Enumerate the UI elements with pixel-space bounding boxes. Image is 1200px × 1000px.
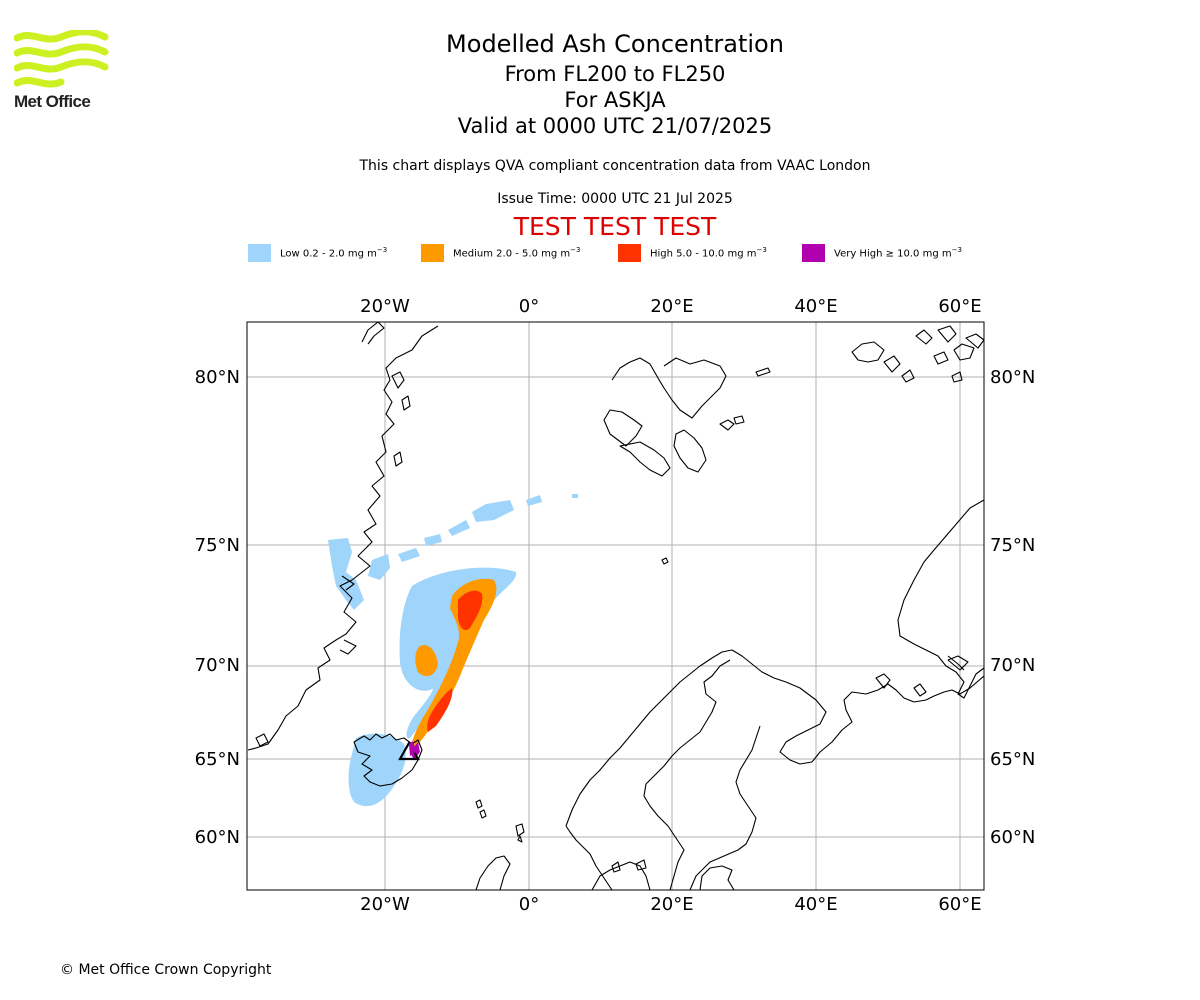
lon-tick-top-20w: 20°W xyxy=(360,296,410,317)
lon-tick-top-40e: 40°E xyxy=(794,296,837,317)
flight-level-range: From FL200 to FL250 xyxy=(504,62,726,86)
legend-low-swatch xyxy=(248,244,271,262)
met-office-logo: Met Office xyxy=(13,28,114,112)
lat-tick-right-80n: 80°N xyxy=(990,367,1035,388)
lat-tick-left-70n: 70°N xyxy=(195,655,240,676)
lon-tick-top-0: 0° xyxy=(519,296,539,317)
legend-very-high-label: Very High ≥ 10.0 mg m−3 xyxy=(834,246,962,260)
legend-very-high-swatch xyxy=(802,244,825,262)
coastlines xyxy=(247,322,984,890)
lon-tick-bottom-60e: 60°E xyxy=(938,894,981,915)
chart-title: Modelled Ash Concentration xyxy=(446,30,784,58)
volcano-name: For ASKJA xyxy=(564,88,666,112)
lat-tick-right-70n: 70°N xyxy=(990,655,1035,676)
lon-tick-bottom-20w: 20°W xyxy=(360,894,410,915)
volcano-marker xyxy=(398,740,420,761)
valid-time: Valid at 0000 UTC 21/07/2025 xyxy=(457,114,773,138)
chart-titles: Modelled Ash Concentration From FL200 to… xyxy=(315,28,915,139)
lat-tick-right-75n: 75°N xyxy=(990,535,1035,556)
issue-time: Issue Time: 0000 UTC 21 Jul 2025 xyxy=(497,191,733,207)
ash-medium-area xyxy=(410,578,497,752)
legend-medium-swatch xyxy=(421,244,444,262)
lat-tick-left-60n: 60°N xyxy=(195,827,240,848)
lat-tick-right-65n: 65°N xyxy=(990,749,1035,770)
lon-tick-top-20e: 20°E xyxy=(650,296,693,317)
legend-medium-label: Medium 2.0 - 5.0 mg m−3 xyxy=(453,246,581,260)
logo-waves-icon xyxy=(13,28,109,88)
legend-low-label: Low 0.2 - 2.0 mg m−3 xyxy=(280,246,388,260)
legend-high-label: High 5.0 - 10.0 mg m−3 xyxy=(650,246,767,260)
lon-tick-bottom-0: 0° xyxy=(519,894,539,915)
lon-tick-bottom-40e: 40°E xyxy=(794,894,837,915)
legend-high-swatch xyxy=(618,244,641,262)
lon-tick-bottom-20e: 20°E xyxy=(650,894,693,915)
lat-tick-left-65n: 65°N xyxy=(195,749,240,770)
lat-tick-left-75n: 75°N xyxy=(195,535,240,556)
lat-tick-right-60n: 60°N xyxy=(990,827,1035,848)
test-banner: TEST TEST TEST xyxy=(513,212,717,241)
ash-high-area xyxy=(427,590,483,732)
logo-wordmark: Met Office xyxy=(14,92,91,111)
map-frame xyxy=(246,321,985,891)
copyright-notice: © Met Office Crown Copyright xyxy=(60,962,272,978)
chart-subtitle: This chart displays QVA compliant concen… xyxy=(359,158,871,174)
lon-tick-top-60e: 60°E xyxy=(938,296,981,317)
lat-tick-left-80n: 80°N xyxy=(195,367,240,388)
map-gridlines xyxy=(247,322,984,890)
